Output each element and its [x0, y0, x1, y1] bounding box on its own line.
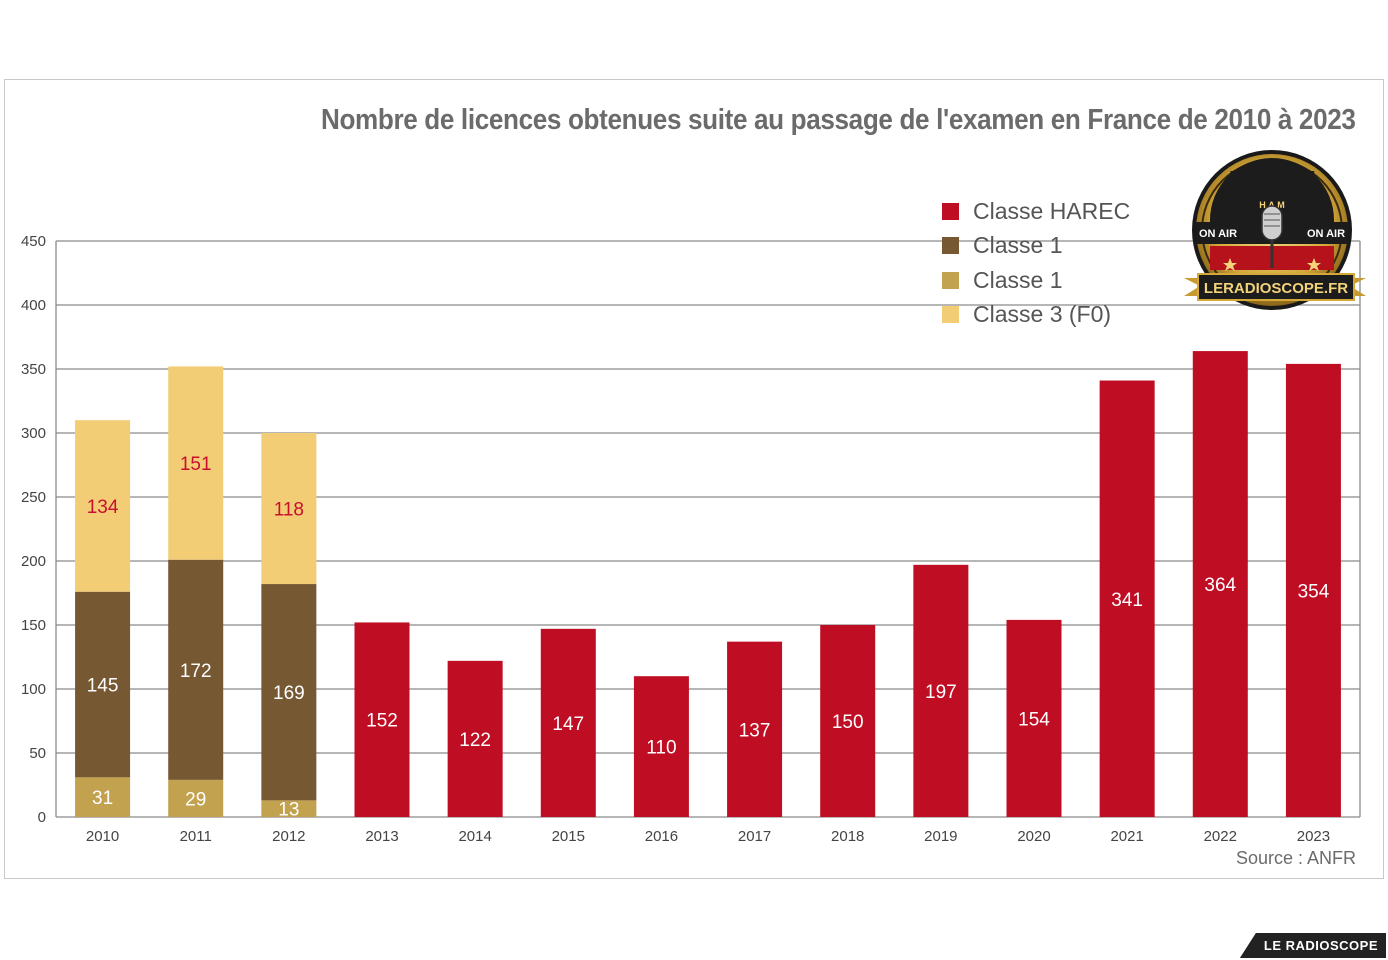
data-label: 110 — [646, 738, 676, 759]
bar-segment — [633, 676, 689, 817]
y-tick-label: 0 — [38, 809, 46, 826]
data-label: 147 — [552, 714, 584, 735]
x-tick-label: 2015 — [552, 828, 585, 845]
bar-segment — [75, 591, 131, 778]
legend-label: Classe HAREC — [973, 197, 1131, 224]
data-label: 152 — [366, 711, 398, 732]
footer-brand-tag: LE RADIOSCOPE — [1239, 933, 1386, 958]
leradioscope-badge: F4HTZ H.A.M ON AIR ON AIR LERADIOSCOPE.F… — [1184, 150, 1366, 310]
badge-callsign: F4HTZ — [1228, 165, 1315, 196]
microphone-icon — [1261, 205, 1283, 268]
y-tick-label: 350 — [21, 361, 46, 378]
bar-segment — [261, 433, 317, 585]
data-label: 172 — [180, 661, 212, 682]
x-tick-label: 2022 — [1204, 828, 1237, 845]
x-tick-label: 2010 — [86, 828, 119, 845]
x-tick-label: 2011 — [180, 828, 212, 845]
y-tick-label: 200 — [21, 553, 46, 570]
bar-segment — [75, 420, 131, 592]
legend-label: Classe 3 (F0) — [973, 301, 1112, 328]
bar-segment — [75, 777, 131, 817]
data-label: 354 — [1298, 581, 1330, 602]
legend-label: Classe 1 — [973, 266, 1063, 293]
bar-segment — [913, 564, 969, 817]
data-label: 13 — [278, 800, 299, 821]
badge-sub: H.A.M — [1259, 200, 1285, 210]
data-label: 150 — [832, 712, 864, 733]
x-tick-label: 2016 — [645, 828, 678, 845]
bar-segment — [168, 559, 224, 780]
x-tick-label: 2013 — [365, 828, 398, 845]
bar-segment — [820, 625, 876, 817]
bar-segment — [727, 641, 783, 817]
data-label: 341 — [1111, 590, 1143, 611]
source-note: Source : ANFR — [1235, 848, 1356, 868]
bar-segment — [1006, 619, 1062, 817]
y-tick-label: 150 — [21, 617, 46, 634]
legend-swatch — [942, 271, 959, 289]
y-tick-label: 100 — [21, 681, 46, 698]
x-tick-label: 2018 — [831, 828, 864, 845]
x-tick-label: 2020 — [1017, 828, 1050, 845]
y-tick-label: 250 — [21, 489, 46, 506]
y-tick-label: 400 — [21, 297, 46, 314]
data-label: 154 — [1018, 709, 1050, 730]
bar-segment — [261, 800, 317, 817]
bar-segment — [168, 779, 224, 817]
data-label: 137 — [739, 720, 771, 741]
x-tick-label: 2023 — [1297, 828, 1330, 845]
data-label: 145 — [87, 676, 119, 697]
badge-ribbon: LERADIOSCOPE.FR — [1204, 280, 1348, 297]
y-tick-label: 300 — [21, 425, 46, 442]
data-label: 151 — [180, 454, 212, 475]
chart-frame — [4, 79, 1384, 879]
legend-item: Classe HAREC — [942, 194, 1130, 229]
legend-swatch — [942, 237, 959, 255]
bar-segment — [1285, 363, 1341, 817]
bar-segment — [540, 628, 596, 817]
data-label: 197 — [925, 682, 957, 703]
y-tick-label: 50 — [29, 745, 46, 762]
bar-segment — [447, 660, 503, 817]
bar-segment — [261, 584, 317, 801]
legend-item: Classe 3 (F0) — [942, 298, 1130, 333]
x-tick-label: 2014 — [458, 828, 491, 845]
y-tick-label: 450 — [21, 233, 46, 250]
bar-segment — [168, 366, 224, 560]
data-label: 29 — [185, 789, 206, 810]
legend-item: Classe 1 — [942, 229, 1130, 264]
legend-label: Classe 1 — [973, 232, 1063, 259]
bar-segment — [1192, 351, 1248, 817]
x-tick-label: 2017 — [738, 828, 771, 845]
badge-on-air-right: ON AIR — [1307, 228, 1345, 240]
legend: Classe HAREC Classe 1 Classe 1 Classe 3 (F0… — [942, 194, 1130, 332]
bar-segment — [1099, 380, 1155, 817]
x-tick-label: 2012 — [272, 828, 305, 845]
legend-swatch — [942, 306, 959, 324]
chart-title: Nombre de licences obtenues suite au pas… — [321, 104, 1356, 136]
legend-item: Classe 1 — [942, 263, 1130, 298]
x-tick-label: 2019 — [924, 828, 957, 845]
data-label: 134 — [87, 497, 119, 518]
data-label: 31 — [92, 788, 113, 809]
data-label: 169 — [273, 683, 305, 704]
badge-on-air-left: ON AIR — [1199, 228, 1237, 240]
data-label: 122 — [459, 730, 491, 751]
data-label: 118 — [274, 500, 304, 521]
x-tick-label: 2021 — [1110, 828, 1143, 845]
legend-swatch — [942, 202, 959, 220]
data-label: 364 — [1204, 575, 1236, 596]
bar-segment — [354, 622, 410, 817]
